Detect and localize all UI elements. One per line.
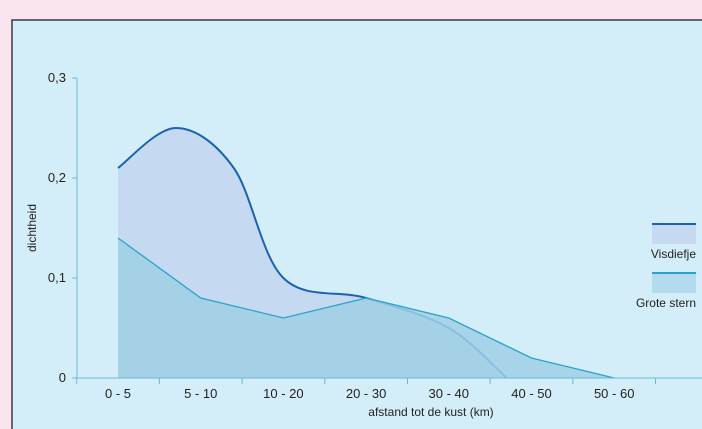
- area-grote-stern: [118, 238, 615, 378]
- legend-label-visdiefje: Visdiefje: [651, 247, 696, 261]
- y-tick-label: 0: [59, 370, 66, 385]
- legend: Visdiefje Grote stern: [636, 223, 696, 310]
- x-tick-label: 20 - 30: [346, 386, 386, 401]
- y-ticks: 0 0,1 0,2 0,3: [48, 70, 77, 385]
- x-tick-label: 40 - 50: [511, 386, 551, 401]
- x-axis-label: afstand tot de kust (km): [368, 405, 493, 419]
- x-ticks: 0 - 5 5 - 10 10 - 20 20 - 30 30 - 40 40 - 50 5…: [76, 378, 656, 401]
- line-grote-stern: [117, 237, 615, 379]
- x-tick-label: 0 - 5: [105, 386, 131, 401]
- axes: [76, 78, 702, 379]
- y-tick-label: 0,3: [48, 70, 66, 85]
- y-tick-label: 0,2: [48, 170, 66, 185]
- y-tick-label: 0,1: [48, 270, 66, 285]
- x-tick-label: 50 - 60: [594, 386, 634, 401]
- legend-label-grote-stern: Grote stern: [636, 296, 696, 310]
- x-tick-label: 10 - 20: [263, 386, 303, 401]
- x-tick-label: 30 - 40: [429, 386, 469, 401]
- area-layer: [117, 126, 615, 379]
- legend-swatch-visdiefje: [652, 224, 696, 244]
- x-tick-label: 5 - 10: [184, 386, 217, 401]
- legend-swatch-grote-stern: [652, 273, 696, 293]
- y-axis-label: dichtheid: [25, 204, 39, 252]
